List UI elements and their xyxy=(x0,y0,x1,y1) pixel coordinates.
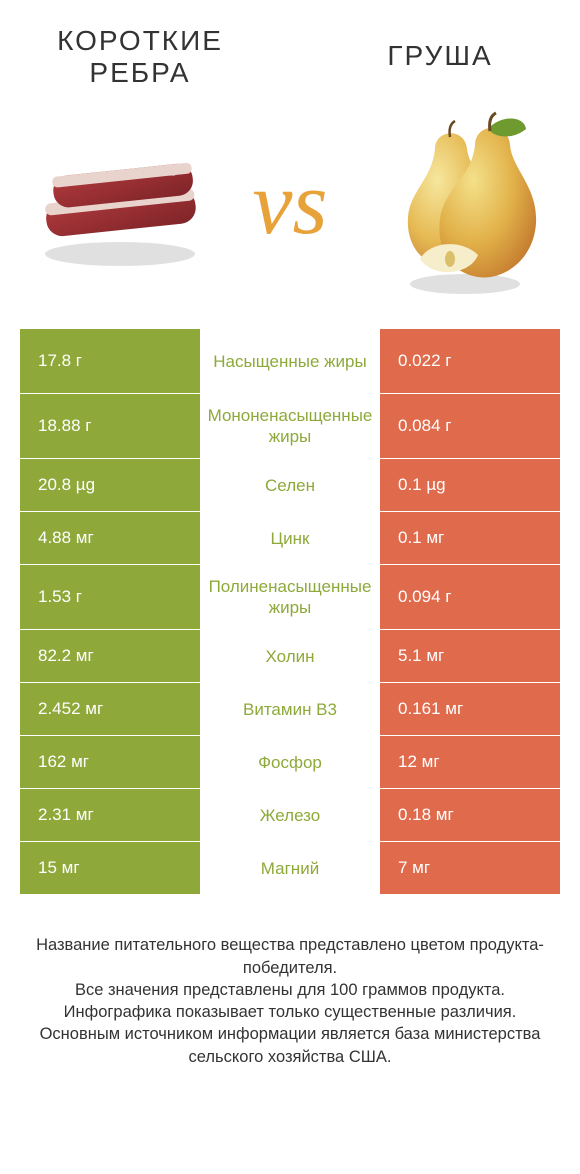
table-row: 15 мгМагний7 мг xyxy=(20,841,560,894)
footer-line: Инфографика показывает только существенн… xyxy=(24,1001,556,1023)
left-value: 1.53 г xyxy=(20,565,200,629)
short-ribs-icon xyxy=(30,134,210,274)
table-row: 17.8 гНасыщенные жиры0.022 г xyxy=(20,329,560,393)
nutrient-label: Железо xyxy=(200,789,380,841)
right-value: 5.1 мг xyxy=(380,630,560,682)
table-row: 20.8 µgСелен0.1 µg xyxy=(20,458,560,511)
table-row: 2.31 мгЖелезо0.18 мг xyxy=(20,788,560,841)
left-value: 82.2 мг xyxy=(20,630,200,682)
infographic-container: КОРОТКИЕ РЕБРА ГРУША xyxy=(0,0,580,1068)
nutrient-label: Витамин B3 xyxy=(200,683,380,735)
table-row: 162 мгФосфор12 мг xyxy=(20,735,560,788)
table-row: 4.88 мгЦинк0.1 мг xyxy=(20,511,560,564)
title-line: ГРУША xyxy=(387,40,492,71)
left-value: 15 мг xyxy=(20,842,200,894)
comparison-table: 17.8 гНасыщенные жиры0.022 г18.88 гМонон… xyxy=(20,329,560,894)
right-value: 7 мг xyxy=(380,842,560,894)
nutrient-label: Селен xyxy=(200,459,380,511)
nutrient-label: Полиненасыщенные жиры xyxy=(200,565,380,629)
table-row: 2.452 мгВитамин B30.161 мг xyxy=(20,682,560,735)
title-line: КОРОТКИЕ xyxy=(57,25,223,56)
images-row: vs xyxy=(0,99,580,329)
right-value: 12 мг xyxy=(380,736,560,788)
nutrient-label: Фосфор xyxy=(200,736,380,788)
right-value: 0.1 µg xyxy=(380,459,560,511)
right-value: 0.161 мг xyxy=(380,683,560,735)
table-row: 18.88 гМононенасыщенные жиры0.084 г xyxy=(20,393,560,458)
nutrient-label: Магний xyxy=(200,842,380,894)
footer-line: Основным источником информации является … xyxy=(24,1023,556,1068)
left-value: 2.31 мг xyxy=(20,789,200,841)
right-value: 0.18 мг xyxy=(380,789,560,841)
table-row: 82.2 мгХолин5.1 мг xyxy=(20,629,560,682)
title-line: РЕБРА xyxy=(89,57,190,88)
right-value: 0.1 мг xyxy=(380,512,560,564)
table-row: 1.53 гПолиненасыщенные жиры0.094 г xyxy=(20,564,560,629)
left-product-image xyxy=(30,114,210,294)
pear-icon xyxy=(380,109,540,299)
nutrient-label: Мононенасыщенные жиры xyxy=(200,394,380,458)
footer-line: Название питательного вещества представл… xyxy=(24,934,556,979)
left-value: 4.88 мг xyxy=(20,512,200,564)
vs-label: vs xyxy=(253,159,328,249)
footer-notes: Название питательного вещества представл… xyxy=(0,894,580,1068)
right-product-title: ГРУША xyxy=(330,25,550,72)
right-value: 0.084 г xyxy=(380,394,560,458)
nutrient-label: Насыщенные жиры xyxy=(200,329,380,393)
nutrient-label: Холин xyxy=(200,630,380,682)
header: КОРОТКИЕ РЕБРА ГРУША xyxy=(0,0,580,99)
left-value: 2.452 мг xyxy=(20,683,200,735)
left-value: 18.88 г xyxy=(20,394,200,458)
left-product-title: КОРОТКИЕ РЕБРА xyxy=(30,25,250,89)
right-product-image xyxy=(370,114,550,294)
left-value: 20.8 µg xyxy=(20,459,200,511)
nutrient-label: Цинк xyxy=(200,512,380,564)
right-value: 0.094 г xyxy=(380,565,560,629)
footer-line: Все значения представлены для 100 граммо… xyxy=(24,979,556,1001)
right-value: 0.022 г xyxy=(380,329,560,393)
left-value: 17.8 г xyxy=(20,329,200,393)
left-value: 162 мг xyxy=(20,736,200,788)
